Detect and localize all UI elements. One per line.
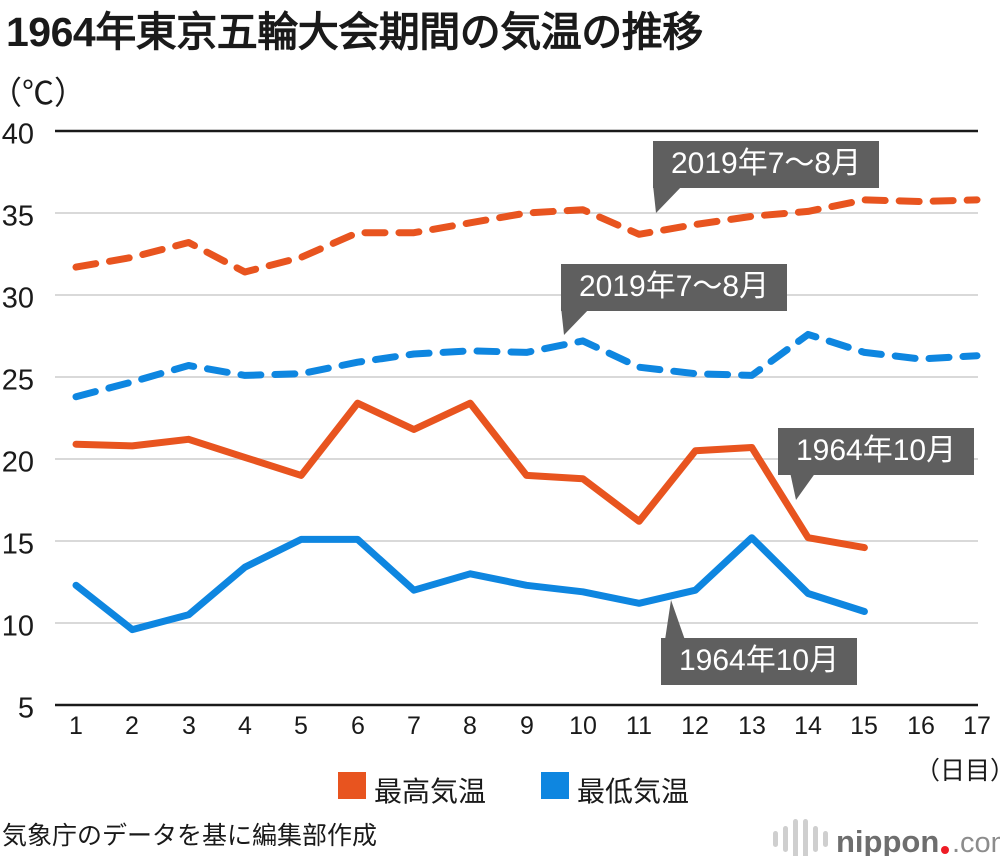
svg-text:nippon: nippon bbox=[836, 824, 939, 856]
svg-text:.com: .com bbox=[952, 827, 1000, 856]
